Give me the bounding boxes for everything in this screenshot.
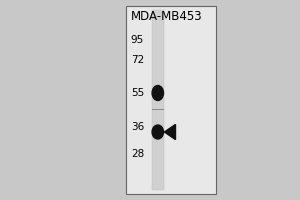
Ellipse shape (152, 125, 164, 139)
Text: 55: 55 (131, 88, 144, 98)
Text: MDA-MB453: MDA-MB453 (131, 10, 202, 23)
Text: 36: 36 (131, 122, 144, 132)
Polygon shape (164, 124, 175, 140)
Text: 72: 72 (131, 55, 144, 65)
Text: 28: 28 (131, 149, 144, 159)
Ellipse shape (152, 86, 164, 100)
Text: 95: 95 (131, 35, 144, 45)
Bar (126, 6, 216, 194)
Bar (152, 10, 164, 190)
